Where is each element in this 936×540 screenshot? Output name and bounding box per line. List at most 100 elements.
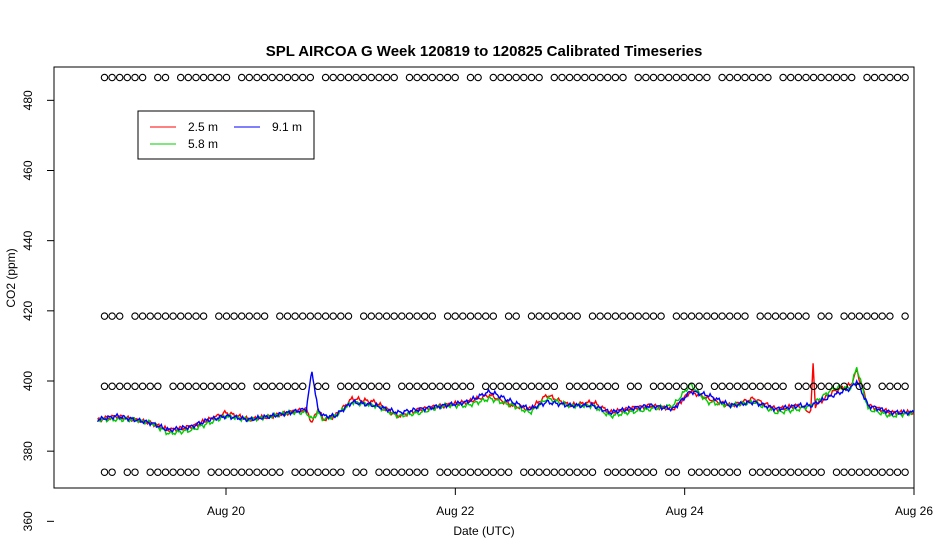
calibration-marker-0-3 bbox=[123, 73, 132, 82]
calibration-marker-2-0 bbox=[100, 382, 109, 391]
calibration-marker-1-87 bbox=[764, 312, 772, 320]
calibration-marker-3-68 bbox=[619, 468, 627, 476]
calibration-marker-0-55 bbox=[520, 73, 528, 82]
calibration-marker-0-66 bbox=[603, 73, 612, 82]
calibration-marker-2-9 bbox=[169, 382, 177, 391]
calibration-marker-3-94 bbox=[817, 468, 825, 476]
calibration-marker-1-9 bbox=[169, 312, 177, 320]
calibration-marker-1-89 bbox=[779, 312, 787, 320]
calibration-marker-0-54 bbox=[512, 73, 520, 82]
calibration-marker-1-86 bbox=[756, 312, 764, 320]
calibration-marker-2-67 bbox=[611, 382, 620, 391]
calibration-marker-2-42 bbox=[420, 382, 429, 391]
calibration-marker-3-53 bbox=[504, 468, 513, 476]
calibration-marker-3-21 bbox=[260, 468, 269, 476]
calibration-marker-0-32 bbox=[344, 73, 353, 82]
calibration-marker-3-17 bbox=[230, 468, 238, 476]
calibration-marker-1-6 bbox=[146, 312, 154, 320]
calibration-marker-1-37 bbox=[382, 312, 391, 320]
calibration-marker-3-18 bbox=[237, 468, 246, 476]
calibration-marker-2-75 bbox=[672, 382, 681, 391]
calibration-marker-3-29 bbox=[321, 468, 330, 476]
calibration-marker-0-36 bbox=[375, 73, 383, 82]
calibration-marker-3-74 bbox=[664, 468, 673, 476]
calibration-marker-1-47 bbox=[459, 312, 467, 320]
calibration-marker-2-72 bbox=[649, 382, 658, 391]
calibration-marker-3-6 bbox=[146, 468, 154, 476]
calibration-marker-0-100 bbox=[863, 73, 871, 82]
calibration-marker-2-48 bbox=[466, 382, 475, 391]
calibration-marker-2-62 bbox=[573, 382, 581, 391]
calibration-marker-1-97 bbox=[840, 312, 848, 320]
calibration-marker-1-53 bbox=[504, 312, 513, 320]
calibration-marker-0-49 bbox=[474, 73, 482, 82]
calibration-marker-1-49 bbox=[474, 312, 482, 320]
calibration-marker-3-11 bbox=[184, 468, 193, 476]
calibration-marker-3-58 bbox=[542, 468, 551, 476]
calibration-marker-2-13 bbox=[199, 382, 208, 391]
calibration-marker-1-100 bbox=[863, 312, 871, 320]
calibration-marker-3-92 bbox=[802, 468, 810, 476]
calibration-marker-2-44 bbox=[436, 382, 444, 391]
calibration-marker-0-15 bbox=[215, 73, 223, 82]
calibration-marker-0-68 bbox=[619, 73, 627, 82]
calibration-marker-1-92 bbox=[802, 312, 810, 320]
calibration-marker-2-21 bbox=[260, 382, 269, 391]
calibration-marker-1-50 bbox=[481, 312, 490, 320]
calibration-marker-2-34 bbox=[359, 382, 368, 391]
calibration-marker-3-105 bbox=[901, 468, 909, 476]
calibration-marker-3-20 bbox=[253, 468, 261, 476]
calibration-marker-0-83 bbox=[733, 73, 742, 82]
calibration-marker-0-42 bbox=[420, 73, 429, 82]
series-line-9-1-m bbox=[96, 371, 915, 433]
calibration-marker-3-22 bbox=[268, 468, 276, 476]
calibration-marker-1-39 bbox=[398, 312, 406, 320]
calibration-marker-2-33 bbox=[352, 382, 360, 391]
calibration-marker-0-81 bbox=[718, 73, 726, 82]
calibration-marker-0-11 bbox=[184, 73, 193, 82]
calibration-marker-0-41 bbox=[413, 73, 421, 82]
calibration-marker-1-30 bbox=[329, 312, 337, 320]
calibration-marker-1-31 bbox=[337, 312, 345, 320]
x-axis-label: Date (UTC) bbox=[453, 524, 514, 538]
calibration-marker-1-81 bbox=[718, 312, 726, 320]
calibration-marker-0-95 bbox=[825, 73, 833, 82]
calibration-marker-1-98 bbox=[847, 312, 856, 320]
calibration-marker-0-24 bbox=[283, 73, 292, 82]
calibration-marker-3-61 bbox=[565, 468, 574, 476]
calibration-marker-0-29 bbox=[321, 73, 330, 82]
calibration-marker-3-37 bbox=[382, 468, 391, 476]
calibration-marker-3-70 bbox=[634, 468, 642, 476]
calibration-marker-3-96 bbox=[832, 468, 841, 476]
calibration-marker-0-85 bbox=[748, 73, 757, 82]
y-tick-label-4: 440 bbox=[21, 230, 35, 250]
calibration-marker-0-75 bbox=[672, 73, 681, 82]
calibration-marker-1-12 bbox=[192, 312, 200, 320]
calibration-marker-2-99 bbox=[855, 382, 864, 391]
calibration-marker-0-27 bbox=[306, 73, 315, 82]
calibration-marker-2-89 bbox=[779, 382, 787, 391]
calibration-marker-0-45 bbox=[443, 73, 452, 82]
calibration-marker-2-47 bbox=[459, 382, 467, 391]
calibration-marker-1-8 bbox=[161, 312, 170, 320]
calibration-marker-1-61 bbox=[565, 312, 574, 320]
calibration-marker-0-19 bbox=[245, 73, 254, 82]
calibration-marker-3-8 bbox=[161, 468, 170, 476]
calibration-marker-2-2 bbox=[115, 382, 124, 391]
calibration-marker-2-20 bbox=[253, 382, 261, 391]
calibration-marker-3-23 bbox=[276, 468, 284, 476]
calibration-marker-1-68 bbox=[619, 312, 627, 320]
calibration-marker-0-61 bbox=[565, 73, 574, 82]
calibration-marker-2-69 bbox=[626, 382, 635, 391]
calibration-marker-0-5 bbox=[138, 73, 147, 82]
calibration-marker-2-17 bbox=[230, 382, 238, 391]
calibration-marker-3-47 bbox=[459, 468, 467, 476]
calibration-marker-1-48 bbox=[466, 312, 475, 320]
calibration-marker-2-25 bbox=[291, 382, 299, 391]
calibration-marker-0-92 bbox=[802, 73, 810, 82]
calibration-marker-0-4 bbox=[131, 73, 139, 82]
calibration-marker-2-59 bbox=[550, 382, 559, 391]
calibration-marker-3-82 bbox=[725, 468, 734, 476]
calibration-marker-2-56 bbox=[527, 382, 536, 391]
calibration-marker-2-54 bbox=[512, 382, 520, 391]
